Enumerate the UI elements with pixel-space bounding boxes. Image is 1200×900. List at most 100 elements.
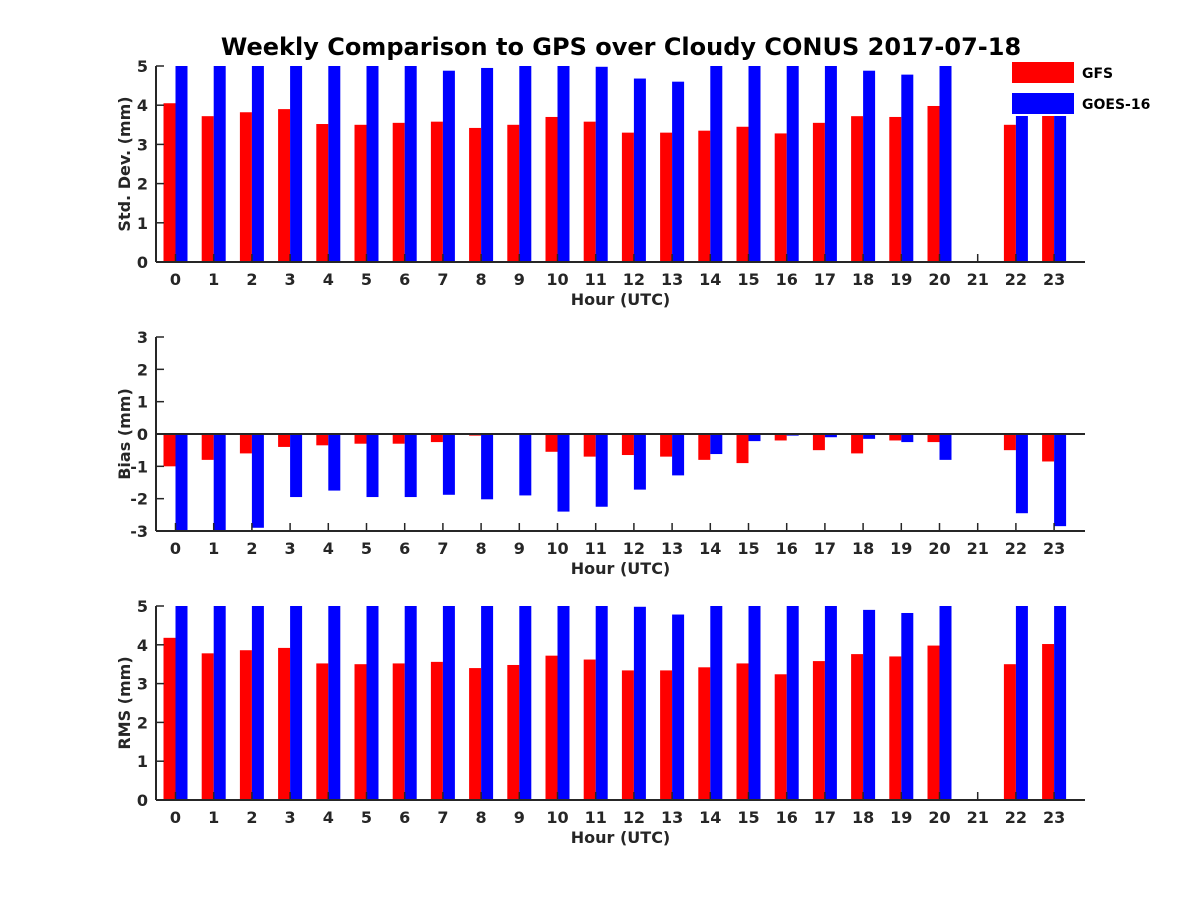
bar-bias-goes-16-22 (1015, 434, 1028, 514)
rms-x-tick-label: 1 (208, 808, 219, 827)
bar-rms-gfs-22 (1003, 664, 1016, 800)
bar-rms-goes-16-15 (748, 606, 761, 800)
bar-bias-gfs-7 (430, 434, 443, 443)
bar-rms-goes-16-10 (557, 606, 570, 800)
bar-bias-gfs-10 (545, 434, 558, 452)
rms-x-tick-label: 16 (776, 808, 798, 827)
bar-rms-goes-16-1 (213, 606, 226, 800)
bar-rms-goes-16-11 (595, 606, 608, 800)
bar-std-dev-gfs-8 (469, 127, 482, 262)
rms-y-axis-label: RMS (mm) (115, 656, 134, 749)
rms-x-tick-label: 20 (928, 808, 950, 827)
bar-std-dev-goes-16-10 (557, 66, 570, 262)
bar-rms-goes-16-7 (442, 606, 455, 800)
bar-bias-gfs-2 (239, 434, 252, 454)
bias-x-tick-label: 8 (476, 539, 487, 558)
bar-rms-gfs-9 (507, 664, 520, 800)
bar-std-dev-gfs-3 (278, 109, 291, 262)
bar-bias-gfs-20 (927, 434, 940, 443)
bar-std-dev-goes-16-9 (519, 66, 532, 262)
bar-std-dev-goes-16-14 (710, 66, 723, 262)
bias-x-tick-label: 22 (1005, 539, 1027, 558)
bar-std-dev-goes-16-8 (481, 67, 494, 262)
rms-x-tick-label: 7 (437, 808, 448, 827)
std-dev-y-tick-label: 2 (137, 175, 148, 194)
bar-bias-gfs-22 (1003, 434, 1016, 451)
bias-y-axis-label: Bias (mm) (115, 388, 134, 480)
bar-std-dev-gfs-19 (889, 116, 902, 262)
std-dev-x-axis-label: Hour (UTC) (571, 290, 671, 309)
std-dev-x-tick-label: 15 (737, 270, 759, 289)
bar-rms-goes-16-5 (366, 606, 379, 800)
bar-std-dev-gfs-15 (736, 126, 749, 262)
std-dev-bars (163, 66, 1067, 262)
bias-y-tick-label: -3 (130, 522, 148, 541)
bias-x-tick-label: 4 (323, 539, 334, 558)
rms-y-tick-label: 4 (137, 636, 148, 655)
rms-x-tick-label: 10 (546, 808, 568, 827)
bar-bias-gfs-12 (621, 434, 634, 456)
rms-y-tick-label: 2 (137, 713, 148, 732)
bar-rms-goes-16-20 (939, 606, 952, 800)
bar-bias-goes-16-4 (328, 434, 341, 491)
rms-x-tick-label: 8 (476, 808, 487, 827)
std-dev-y-tick-label: 4 (137, 96, 148, 115)
bar-bias-goes-16-7 (442, 434, 455, 495)
bar-std-dev-gfs-14 (698, 130, 711, 262)
rms-x-tick-label: 18 (852, 808, 874, 827)
bias-x-tick-label: 21 (967, 539, 989, 558)
std-dev-x-tick-label: 14 (699, 270, 721, 289)
bias-x-tick-label: 6 (399, 539, 410, 558)
legend-swatch-gfs (1012, 62, 1074, 83)
bias-x-tick-label: 20 (928, 539, 950, 558)
rms-y-tick-label: 3 (137, 675, 148, 694)
bias-x-tick-label: 7 (437, 539, 448, 558)
std-dev-x-tick-label: 0 (170, 270, 181, 289)
std-dev-x-tick-label: 8 (476, 270, 487, 289)
rms-x-tick-label: 21 (967, 808, 989, 827)
bar-std-dev-gfs-18 (851, 116, 864, 262)
bar-rms-goes-16-12 (633, 606, 646, 800)
bar-bias-goes-16-19 (901, 434, 914, 443)
bar-std-dev-gfs-11 (583, 121, 596, 262)
std-dev-x-tick-label: 10 (546, 270, 568, 289)
legend-swatch-goes-16 (1012, 93, 1074, 114)
rms-bars (163, 606, 1067, 800)
bar-rms-gfs-23 (1042, 644, 1055, 800)
rms-x-tick-label: 14 (699, 808, 721, 827)
bar-bias-gfs-14 (698, 434, 711, 460)
rms-x-tick-label: 6 (399, 808, 410, 827)
bar-rms-gfs-14 (698, 667, 711, 800)
bar-bias-gfs-4 (316, 434, 329, 446)
bar-std-dev-gfs-6 (392, 122, 405, 262)
bar-std-dev-gfs-9 (507, 124, 520, 262)
std-dev-y-tick-label: 5 (137, 57, 148, 76)
rms-x-tick-label: 2 (246, 808, 257, 827)
bias-x-tick-label: 3 (285, 539, 296, 558)
bias-x-tick-label: 15 (737, 539, 759, 558)
std-dev-x-tick-label: 7 (437, 270, 448, 289)
rms-x-tick-label: 5 (361, 808, 372, 827)
bar-rms-goes-16-2 (251, 606, 264, 800)
bar-rms-gfs-3 (278, 647, 291, 800)
bar-std-dev-goes-16-18 (863, 70, 876, 262)
bar-bias-gfs-15 (736, 434, 749, 464)
rms-x-axis-label: Hour (UTC) (571, 828, 671, 847)
bar-bias-goes-16-9 (519, 434, 532, 496)
std-dev-x-tick-label: 20 (928, 270, 950, 289)
bar-rms-gfs-20 (927, 645, 940, 800)
bias-x-tick-label: 9 (514, 539, 525, 558)
bar-rms-gfs-4 (316, 663, 329, 800)
bar-rms-gfs-8 (469, 668, 482, 800)
bar-std-dev-gfs-1 (201, 116, 214, 262)
bar-rms-gfs-0 (163, 637, 176, 800)
bar-std-dev-gfs-20 (927, 105, 940, 262)
bar-rms-goes-16-0 (175, 606, 188, 800)
bias-x-tick-label: 0 (170, 539, 181, 558)
bar-std-dev-goes-16-0 (175, 66, 188, 262)
bar-rms-gfs-5 (354, 664, 367, 800)
rms-x-tick-label: 3 (285, 808, 296, 827)
bar-std-dev-goes-16-19 (901, 74, 914, 262)
